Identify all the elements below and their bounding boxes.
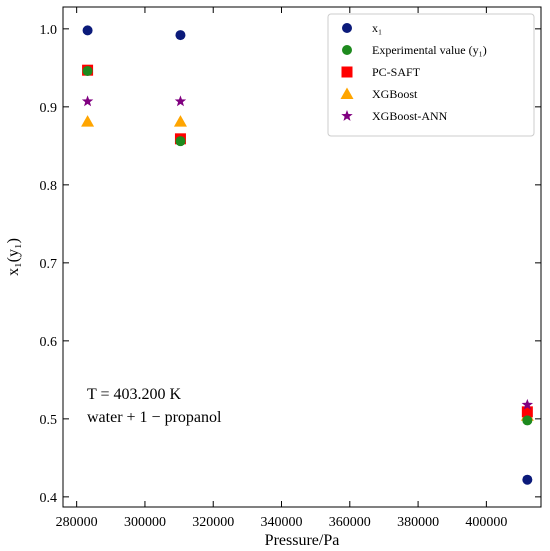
y-tick-label: 0.6 (40, 335, 58, 350)
legend-label: XGBoost (372, 87, 418, 101)
x-tick-label: 400000 (465, 515, 507, 530)
legend-label: Experimental value (y₁) (372, 43, 487, 57)
data-point (174, 95, 187, 107)
x-tick-label: 360000 (329, 515, 371, 530)
y-tick-label: 0.8 (40, 179, 58, 194)
data-point (522, 415, 533, 426)
legend-label: PC-SAFT (372, 65, 421, 79)
x-tick-label: 320000 (192, 515, 234, 530)
data-point (81, 115, 95, 127)
data-point (173, 115, 187, 127)
x-tick-label: 380000 (397, 515, 439, 530)
data-point (81, 95, 94, 107)
legend-label: x₁ (372, 21, 382, 35)
data-point (175, 30, 186, 41)
x-tick-label: 300000 (124, 515, 166, 530)
legend-box (327, 13, 535, 137)
data-point (175, 136, 186, 147)
y-tick-label: 0.4 (40, 491, 58, 506)
data-point (521, 398, 534, 410)
data-point (522, 474, 533, 485)
y-tick-label: 0.5 (40, 413, 58, 428)
data-point (82, 65, 93, 76)
x-axis-label: Pressure/Pa (265, 532, 340, 549)
legend-marker (341, 66, 353, 78)
data-point (521, 406, 533, 418)
legend-items: x₁ Experimental value (y₁) PC-SAFT XGBoost X… (340, 21, 487, 123)
data-marks (81, 25, 534, 485)
y-tick-label: 0.7 (40, 257, 58, 272)
y-tick-label: 0.9 (40, 101, 58, 116)
axis-ticks: 280000 300000 320000 340000 360000 380000 4000… (40, 7, 541, 530)
legend: x₁ Experimental value (y₁) PC-SAFT XGBoost X… (327, 13, 535, 137)
legend-marker (341, 110, 353, 121)
y-tick-label: 1.0 (40, 23, 58, 38)
x-tick-label: 280000 (56, 515, 98, 530)
legend-marker (342, 23, 352, 33)
legend-label: XGBoost-ANN (372, 109, 448, 123)
x-tick-label: 340000 (261, 515, 303, 530)
annotation-mixture: water + 1 − propanol (87, 409, 222, 426)
annotation-temperature: T = 403.200 K (87, 386, 182, 403)
y-axis-label: x₁(y₁) (5, 238, 22, 276)
data-point (82, 25, 93, 36)
legend-marker (340, 87, 354, 99)
legend-marker (342, 45, 352, 55)
